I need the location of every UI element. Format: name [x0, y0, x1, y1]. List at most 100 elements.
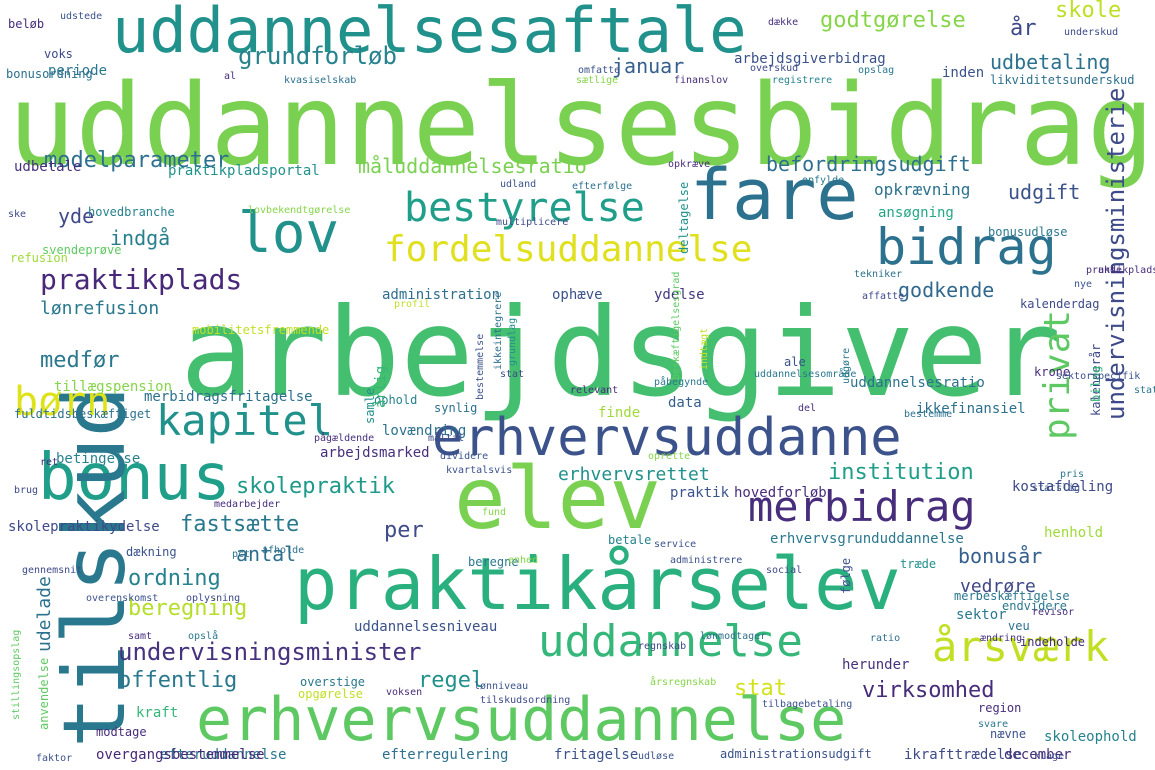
- word-cloud-term: endvidere: [1002, 599, 1068, 613]
- word-cloud-term: affatte: [862, 291, 905, 302]
- word-cloud-term: fastsætte: [180, 512, 300, 537]
- word-cloud-term: multiplicere: [496, 217, 569, 228]
- word-cloud-term: udgift: [1008, 180, 1081, 204]
- word-cloud-term: efterregulering: [382, 747, 509, 763]
- word-cloud-term: praktikplads: [40, 263, 243, 296]
- word-cloud-term: oplysning: [186, 593, 241, 604]
- word-cloud-term: godkende: [898, 278, 995, 302]
- word-cloud-term: synlig: [434, 401, 478, 415]
- word-cloud-term: offentlig: [118, 668, 238, 693]
- word-cloud-term: krone: [1034, 365, 1071, 379]
- word-cloud-term: efteruddannelse: [160, 747, 287, 763]
- word-cloud-term: brug: [14, 485, 39, 496]
- word-cloud-term: bidrag: [876, 218, 1057, 276]
- word-cloud-term: følge: [839, 557, 853, 594]
- word-cloud-term: per: [384, 518, 424, 543]
- word-cloud-term: institution: [828, 460, 974, 485]
- word-cloud-term: ratio: [870, 633, 901, 644]
- word-cloud-term: merbidrag: [748, 482, 976, 531]
- word-cloud-term: lovbekendtgørelse: [248, 205, 351, 216]
- word-cloud-term: bonusudløse: [988, 225, 1068, 239]
- word-cloud-term: yde: [58, 204, 95, 228]
- word-cloud-term: registrere: [772, 75, 833, 86]
- word-cloud-term: praktik: [670, 485, 730, 501]
- word-cloud-term: fordelsuddannelse: [384, 229, 753, 270]
- word-cloud-term: uddannelse: [538, 616, 803, 667]
- word-cloud-term: hovedforløb: [734, 485, 827, 501]
- word-cloud-term: opgørelse: [298, 687, 364, 701]
- word-cloud-term: stat: [734, 676, 787, 701]
- word-cloud-term: godtgørelse: [820, 8, 966, 33]
- word-cloud-term: service: [654, 539, 697, 550]
- word-cloud-term: ikrafttrædelse: [904, 747, 1023, 763]
- word-cloud-term: bestemme: [904, 409, 953, 420]
- word-cloud-term: nye: [1074, 279, 1093, 290]
- word-cloud-term: børn: [14, 379, 111, 425]
- word-cloud-term: underskud: [1064, 27, 1119, 38]
- word-cloud-term: tillægspension: [54, 379, 173, 395]
- word-cloud-term: måluddannelsesratio: [358, 154, 587, 178]
- word-cloud-term: medfør: [40, 348, 120, 373]
- word-cloud-term: kraft: [136, 705, 179, 721]
- word-cloud-term: lønniveau: [474, 681, 529, 692]
- word-cloud-term: svare: [978, 719, 1009, 730]
- word-cloud-term: uddannelsesområde: [754, 369, 857, 380]
- word-cloud-term: påbegynde: [654, 377, 709, 388]
- word-cloud-term: arbejdsgiver: [180, 282, 1062, 424]
- word-cloud-term: årsværk: [932, 622, 1110, 671]
- word-cloud-term: ydelse: [654, 287, 705, 303]
- word-cloud-term: opkrævning: [874, 180, 971, 199]
- word-cloud-term: vedrøre: [960, 576, 1036, 597]
- word-cloud-term: kvartalsvis: [446, 465, 513, 476]
- word-cloud-term: overstige: [300, 675, 366, 689]
- word-cloud-term: erhvervsuddannelse: [196, 685, 847, 755]
- word-cloud-term: enhed: [508, 555, 539, 566]
- word-cloud-term: befordringsudgift: [766, 152, 971, 176]
- word-cloud-term: fritagelse: [554, 747, 639, 763]
- word-cloud-term: opfylde: [802, 175, 845, 186]
- word-cloud-term: udbetale: [14, 159, 82, 175]
- word-cloud-term: sektor: [956, 607, 1007, 623]
- word-cloud-term: bonusordning: [6, 67, 93, 81]
- word-cloud-term: opkræve: [668, 159, 711, 170]
- word-cloud-term: ske: [8, 209, 27, 220]
- word-cloud-term: revisor: [1032, 607, 1075, 618]
- word-cloud-term: skolepraktikydelse: [8, 519, 160, 535]
- word-cloud-term: hovedbranche: [88, 205, 175, 219]
- word-cloud-term: udløse: [638, 751, 675, 762]
- word-cloud-term: elev: [454, 449, 662, 549]
- word-cloud-term: herunder: [842, 657, 910, 673]
- word-cloud-term: ale: [784, 355, 806, 369]
- word-cloud-term: nævne: [990, 727, 1027, 741]
- word-cloud-term: december: [1004, 747, 1072, 763]
- word-cloud-term: dække: [768, 17, 799, 28]
- word-cloud-term: relevant: [570, 385, 619, 396]
- word-cloud-term: praktikpladsafhængig: [1086, 265, 1155, 276]
- word-cloud-term: praktikpladsportal: [168, 163, 320, 179]
- word-cloud-term: udelade: [34, 576, 55, 652]
- word-cloud-term: unde: [1098, 265, 1123, 276]
- word-cloud-term: profil: [394, 299, 431, 310]
- word-cloud-term: betingelse: [56, 451, 141, 467]
- word-cloud-term: erhvervsgrunduddannelse: [770, 531, 964, 547]
- word-cloud-term: merbidragsfritagelse: [144, 389, 313, 405]
- word-cloud-term: uddannelsesniveau: [354, 619, 498, 635]
- word-cloud-term: grundforløb: [238, 42, 397, 70]
- word-cloud-term: faktor: [36, 753, 73, 764]
- word-cloud-term: henhold: [1044, 525, 1104, 541]
- word-cloud-term: beløb: [8, 17, 45, 31]
- word-cloud-term: erhvervsuddanne: [432, 408, 902, 468]
- word-cloud-term: pris: [1060, 469, 1085, 480]
- word-cloud-term: inden: [942, 65, 985, 81]
- word-cloud-term: ophæve: [552, 287, 603, 303]
- word-cloud-term: årsregnskab: [650, 677, 717, 688]
- word-cloud-term: indgå: [110, 226, 171, 250]
- word-cloud-term: modelparameter: [44, 148, 230, 173]
- word-cloud-term: udland: [500, 179, 537, 190]
- word-cloud-term: tilbagebetaling: [762, 699, 853, 710]
- word-cloud-term: ikkefinansiel: [916, 401, 1026, 417]
- word-cloud-term: pct: [232, 549, 251, 560]
- word-cloud-term: omfatte: [578, 65, 621, 76]
- word-cloud-term: regnskab: [638, 641, 687, 652]
- word-cloud-term: fare: [690, 154, 859, 236]
